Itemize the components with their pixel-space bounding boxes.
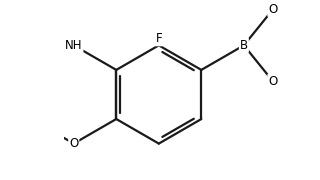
Text: O: O <box>268 75 277 88</box>
Text: O: O <box>268 3 277 16</box>
Text: B: B <box>240 39 248 52</box>
Text: NH: NH <box>65 39 83 52</box>
Text: F: F <box>156 32 162 45</box>
Text: O: O <box>69 137 78 150</box>
